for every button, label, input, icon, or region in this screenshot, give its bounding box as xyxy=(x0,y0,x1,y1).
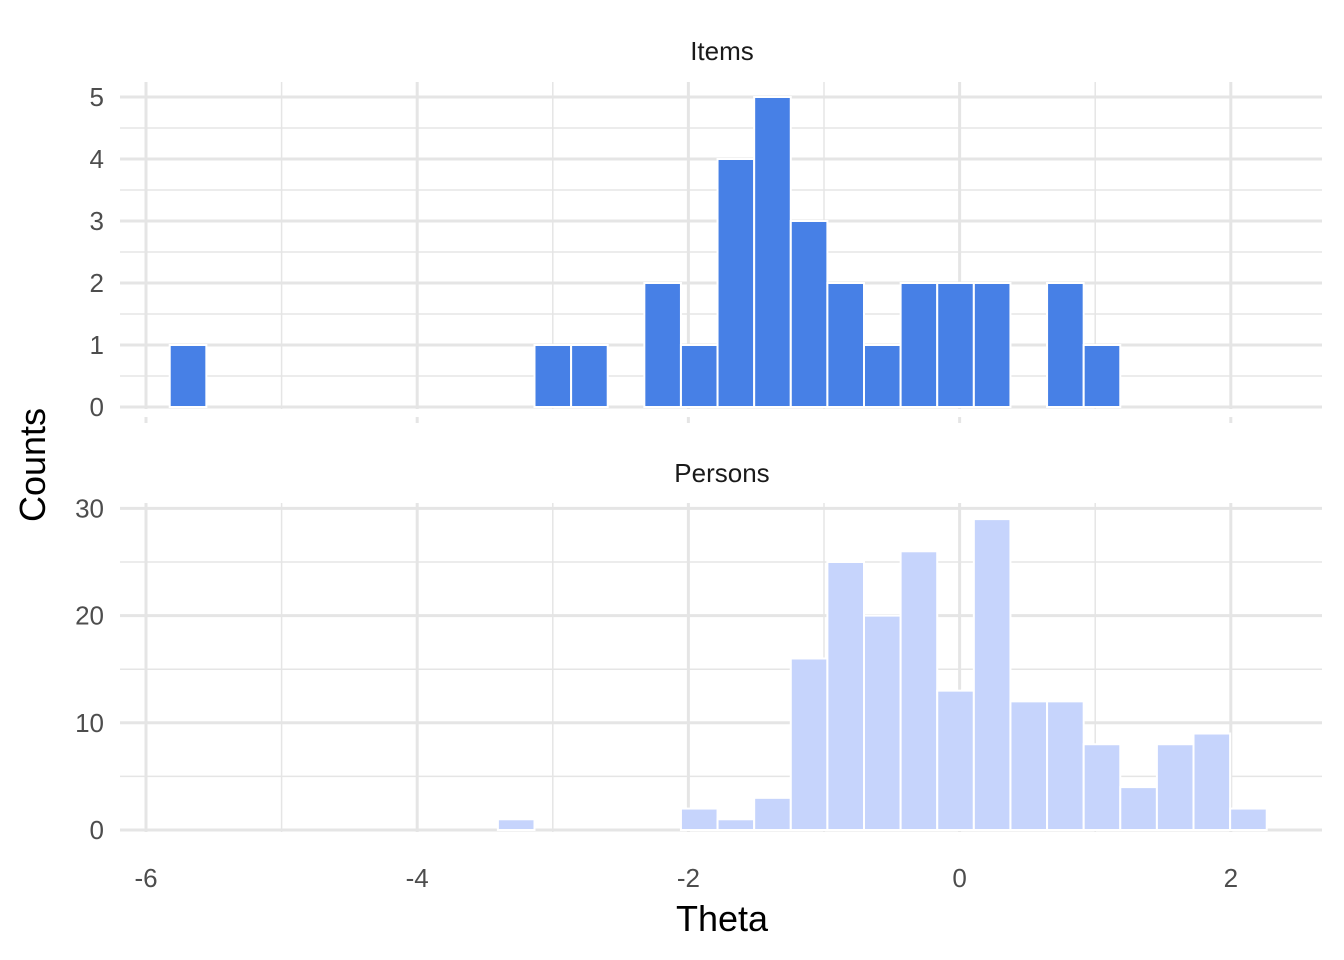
y-tick-label: 2 xyxy=(90,268,104,298)
bar xyxy=(1009,700,1049,831)
y-tick-label: 20 xyxy=(75,601,104,631)
y-axis-title: Counts xyxy=(12,407,53,523)
x-tick-label: 2 xyxy=(1224,863,1238,893)
bar xyxy=(863,614,902,831)
x-tick-label: -6 xyxy=(134,863,157,893)
bar xyxy=(899,550,939,832)
bar xyxy=(1155,743,1195,831)
x-tick-label: 0 xyxy=(952,863,966,893)
bar xyxy=(1229,807,1268,831)
bar xyxy=(570,344,609,408)
bar xyxy=(1192,732,1232,832)
bar xyxy=(643,282,682,408)
bar xyxy=(789,220,829,408)
x-tick-label: -4 xyxy=(406,863,429,893)
x-axis: -6 -4 -2 0 2 xyxy=(134,863,1238,893)
bar xyxy=(533,344,573,408)
panel-items: 0 1 2 3 4 5 xyxy=(90,82,1322,423)
panel-persons: 0 10 20 30 xyxy=(75,493,1322,845)
y-tick-label: 1 xyxy=(90,330,104,360)
x-tick-label: -2 xyxy=(677,863,700,893)
x-axis-title: Theta xyxy=(675,898,769,939)
bar xyxy=(753,96,792,408)
bar xyxy=(972,282,1012,408)
bar xyxy=(168,344,208,408)
bar xyxy=(716,158,756,408)
y-tick-label: 3 xyxy=(90,206,104,236)
bar xyxy=(1082,344,1122,408)
bar xyxy=(1046,700,1085,831)
y-tick-label: 0 xyxy=(90,392,104,422)
bar xyxy=(789,657,829,831)
bar xyxy=(936,689,975,832)
bar xyxy=(1046,282,1085,408)
panel-title-persons: Persons xyxy=(674,458,770,488)
y-tick-label: 30 xyxy=(75,493,104,523)
panel-title-items: Items xyxy=(690,36,754,66)
bar xyxy=(679,344,719,408)
bar xyxy=(716,818,756,832)
bar xyxy=(1119,786,1158,831)
bar xyxy=(972,518,1012,831)
bar xyxy=(899,282,939,408)
bar xyxy=(753,796,792,832)
y-tick-label: 5 xyxy=(90,82,104,112)
y-tick-label: 10 xyxy=(75,708,104,738)
y-tick-label: 0 xyxy=(90,815,104,845)
bar xyxy=(826,561,866,831)
bar xyxy=(936,282,975,408)
bar xyxy=(496,818,536,832)
y-tick-label: 4 xyxy=(90,144,104,174)
bar xyxy=(863,344,902,408)
bar xyxy=(826,282,866,408)
bar xyxy=(1082,743,1122,831)
bar xyxy=(679,807,719,831)
